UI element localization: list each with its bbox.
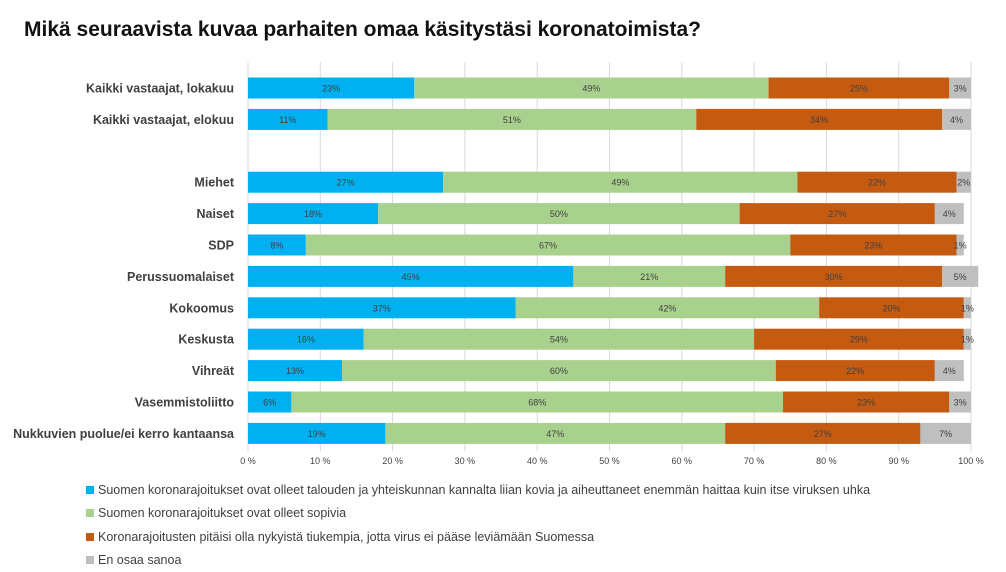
legend-label: Koronarajoitusten pitäisi olla nykyistä … bbox=[98, 530, 594, 544]
stacked-bar-chart: 23% 49% 25% 3% 11% 51% 34% 4% 27% 49% 22% 2% 18% 50% 2… bbox=[0, 0, 1006, 475]
data-label: 49% bbox=[582, 84, 600, 94]
legend-item: Suomen koronarajoitukset ovat olleet tal… bbox=[86, 478, 870, 502]
data-label: 23% bbox=[864, 241, 882, 251]
data-label: 19% bbox=[308, 429, 326, 439]
data-label: 4% bbox=[950, 115, 963, 125]
legend-item: Koronarajoitusten pitäisi olla nykyistä … bbox=[86, 525, 870, 549]
data-label: 1% bbox=[961, 303, 974, 313]
data-label: 18% bbox=[304, 209, 322, 219]
x-tick-label: 100 % bbox=[958, 456, 984, 466]
category-label: Nukkuvien puolue/ei kerro kantaansa bbox=[13, 427, 235, 441]
bars bbox=[248, 78, 978, 444]
data-label: 7% bbox=[939, 429, 952, 439]
data-label: 49% bbox=[611, 178, 629, 188]
category-label: Naiset bbox=[196, 207, 234, 221]
data-label: 51% bbox=[503, 115, 521, 125]
data-label: 23% bbox=[857, 398, 875, 408]
data-label: 1% bbox=[954, 241, 967, 251]
legend-swatch bbox=[86, 556, 94, 564]
data-label: 1% bbox=[961, 335, 974, 345]
data-label: 68% bbox=[528, 398, 546, 408]
legend-item: En osaa sanoa bbox=[86, 549, 870, 572]
data-label: 5% bbox=[954, 272, 967, 282]
data-label: 6% bbox=[263, 398, 276, 408]
category-label: Vihreät bbox=[192, 364, 235, 378]
data-label: 37% bbox=[373, 303, 391, 313]
x-tick-label: 90 % bbox=[888, 456, 909, 466]
legend-label: Suomen koronarajoitukset ovat olleet tal… bbox=[98, 483, 870, 497]
data-label: 21% bbox=[640, 272, 658, 282]
legend-swatch bbox=[86, 533, 94, 541]
data-label: 50% bbox=[550, 209, 568, 219]
category-label: Perussuomalaiset bbox=[127, 270, 235, 284]
data-label: 45% bbox=[402, 272, 420, 282]
data-label: 2% bbox=[957, 178, 970, 188]
category-label: Vasemmistoliitto bbox=[135, 396, 235, 410]
data-label: 11% bbox=[279, 115, 296, 125]
legend-label: Suomen koronarajoitukset ovat olleet sop… bbox=[98, 506, 346, 520]
data-label: 60% bbox=[550, 366, 568, 376]
category-label: SDP bbox=[208, 239, 234, 253]
data-labels: 23% 49% 25% 3% 11% 51% 34% 4% 27% 49% 22% 2% 18% 50% 2… bbox=[263, 84, 974, 439]
x-tick-label: 0 % bbox=[240, 456, 256, 466]
data-label: 54% bbox=[550, 335, 568, 345]
data-label: 22% bbox=[846, 366, 864, 376]
legend-label: En osaa sanoa bbox=[98, 553, 181, 567]
data-label: 20% bbox=[882, 303, 900, 313]
data-label: 25% bbox=[850, 84, 868, 94]
category-label: Kaikki vastaajat, elokuu bbox=[93, 113, 234, 127]
x-tick-label: 40 % bbox=[527, 456, 548, 466]
data-label: 27% bbox=[337, 178, 355, 188]
category-label: Kaikki vastaajat, lokakuu bbox=[86, 82, 234, 96]
legend-item: Suomen koronarajoitukset ovat olleet sop… bbox=[86, 502, 870, 526]
data-label: 3% bbox=[954, 84, 967, 94]
category-label: Miehet bbox=[194, 176, 234, 190]
x-tick-label: 20 % bbox=[382, 456, 403, 466]
x-tick-label: 10 % bbox=[310, 456, 331, 466]
data-label: 30% bbox=[825, 272, 843, 282]
data-label: 4% bbox=[943, 366, 956, 376]
data-label: 13% bbox=[286, 366, 304, 376]
data-label: 27% bbox=[828, 209, 846, 219]
data-label: 27% bbox=[814, 429, 832, 439]
legend: Suomen koronarajoitukset ovat olleet tal… bbox=[86, 478, 870, 572]
data-label: 16% bbox=[297, 335, 315, 345]
data-label: 42% bbox=[658, 303, 676, 313]
data-label: 4% bbox=[943, 209, 956, 219]
data-label: 23% bbox=[322, 84, 340, 94]
data-label: 22% bbox=[868, 178, 886, 188]
x-tick-label: 80 % bbox=[816, 456, 837, 466]
data-label: 29% bbox=[850, 335, 868, 345]
data-label: 3% bbox=[954, 398, 967, 408]
legend-swatch bbox=[86, 486, 94, 494]
data-label: 67% bbox=[539, 241, 557, 251]
x-tick-label: 30 % bbox=[455, 456, 476, 466]
x-axis-ticks: 0 % 10 % 20 % 30 % 40 % 50 % 60 % 70 % 80 % 90 % 1… bbox=[240, 456, 984, 466]
legend-swatch bbox=[86, 509, 94, 517]
x-tick-label: 70 % bbox=[744, 456, 765, 466]
category-label: Keskusta bbox=[178, 333, 235, 347]
data-label: 8% bbox=[270, 241, 283, 251]
category-labels: Kaikki vastaajat, lokakuu Kaikki vastaaja… bbox=[13, 82, 235, 441]
data-label: 34% bbox=[810, 115, 828, 125]
x-tick-label: 50 % bbox=[599, 456, 620, 466]
x-tick-label: 60 % bbox=[672, 456, 693, 466]
category-label: Kokoomus bbox=[169, 301, 234, 315]
data-label: 47% bbox=[546, 429, 564, 439]
